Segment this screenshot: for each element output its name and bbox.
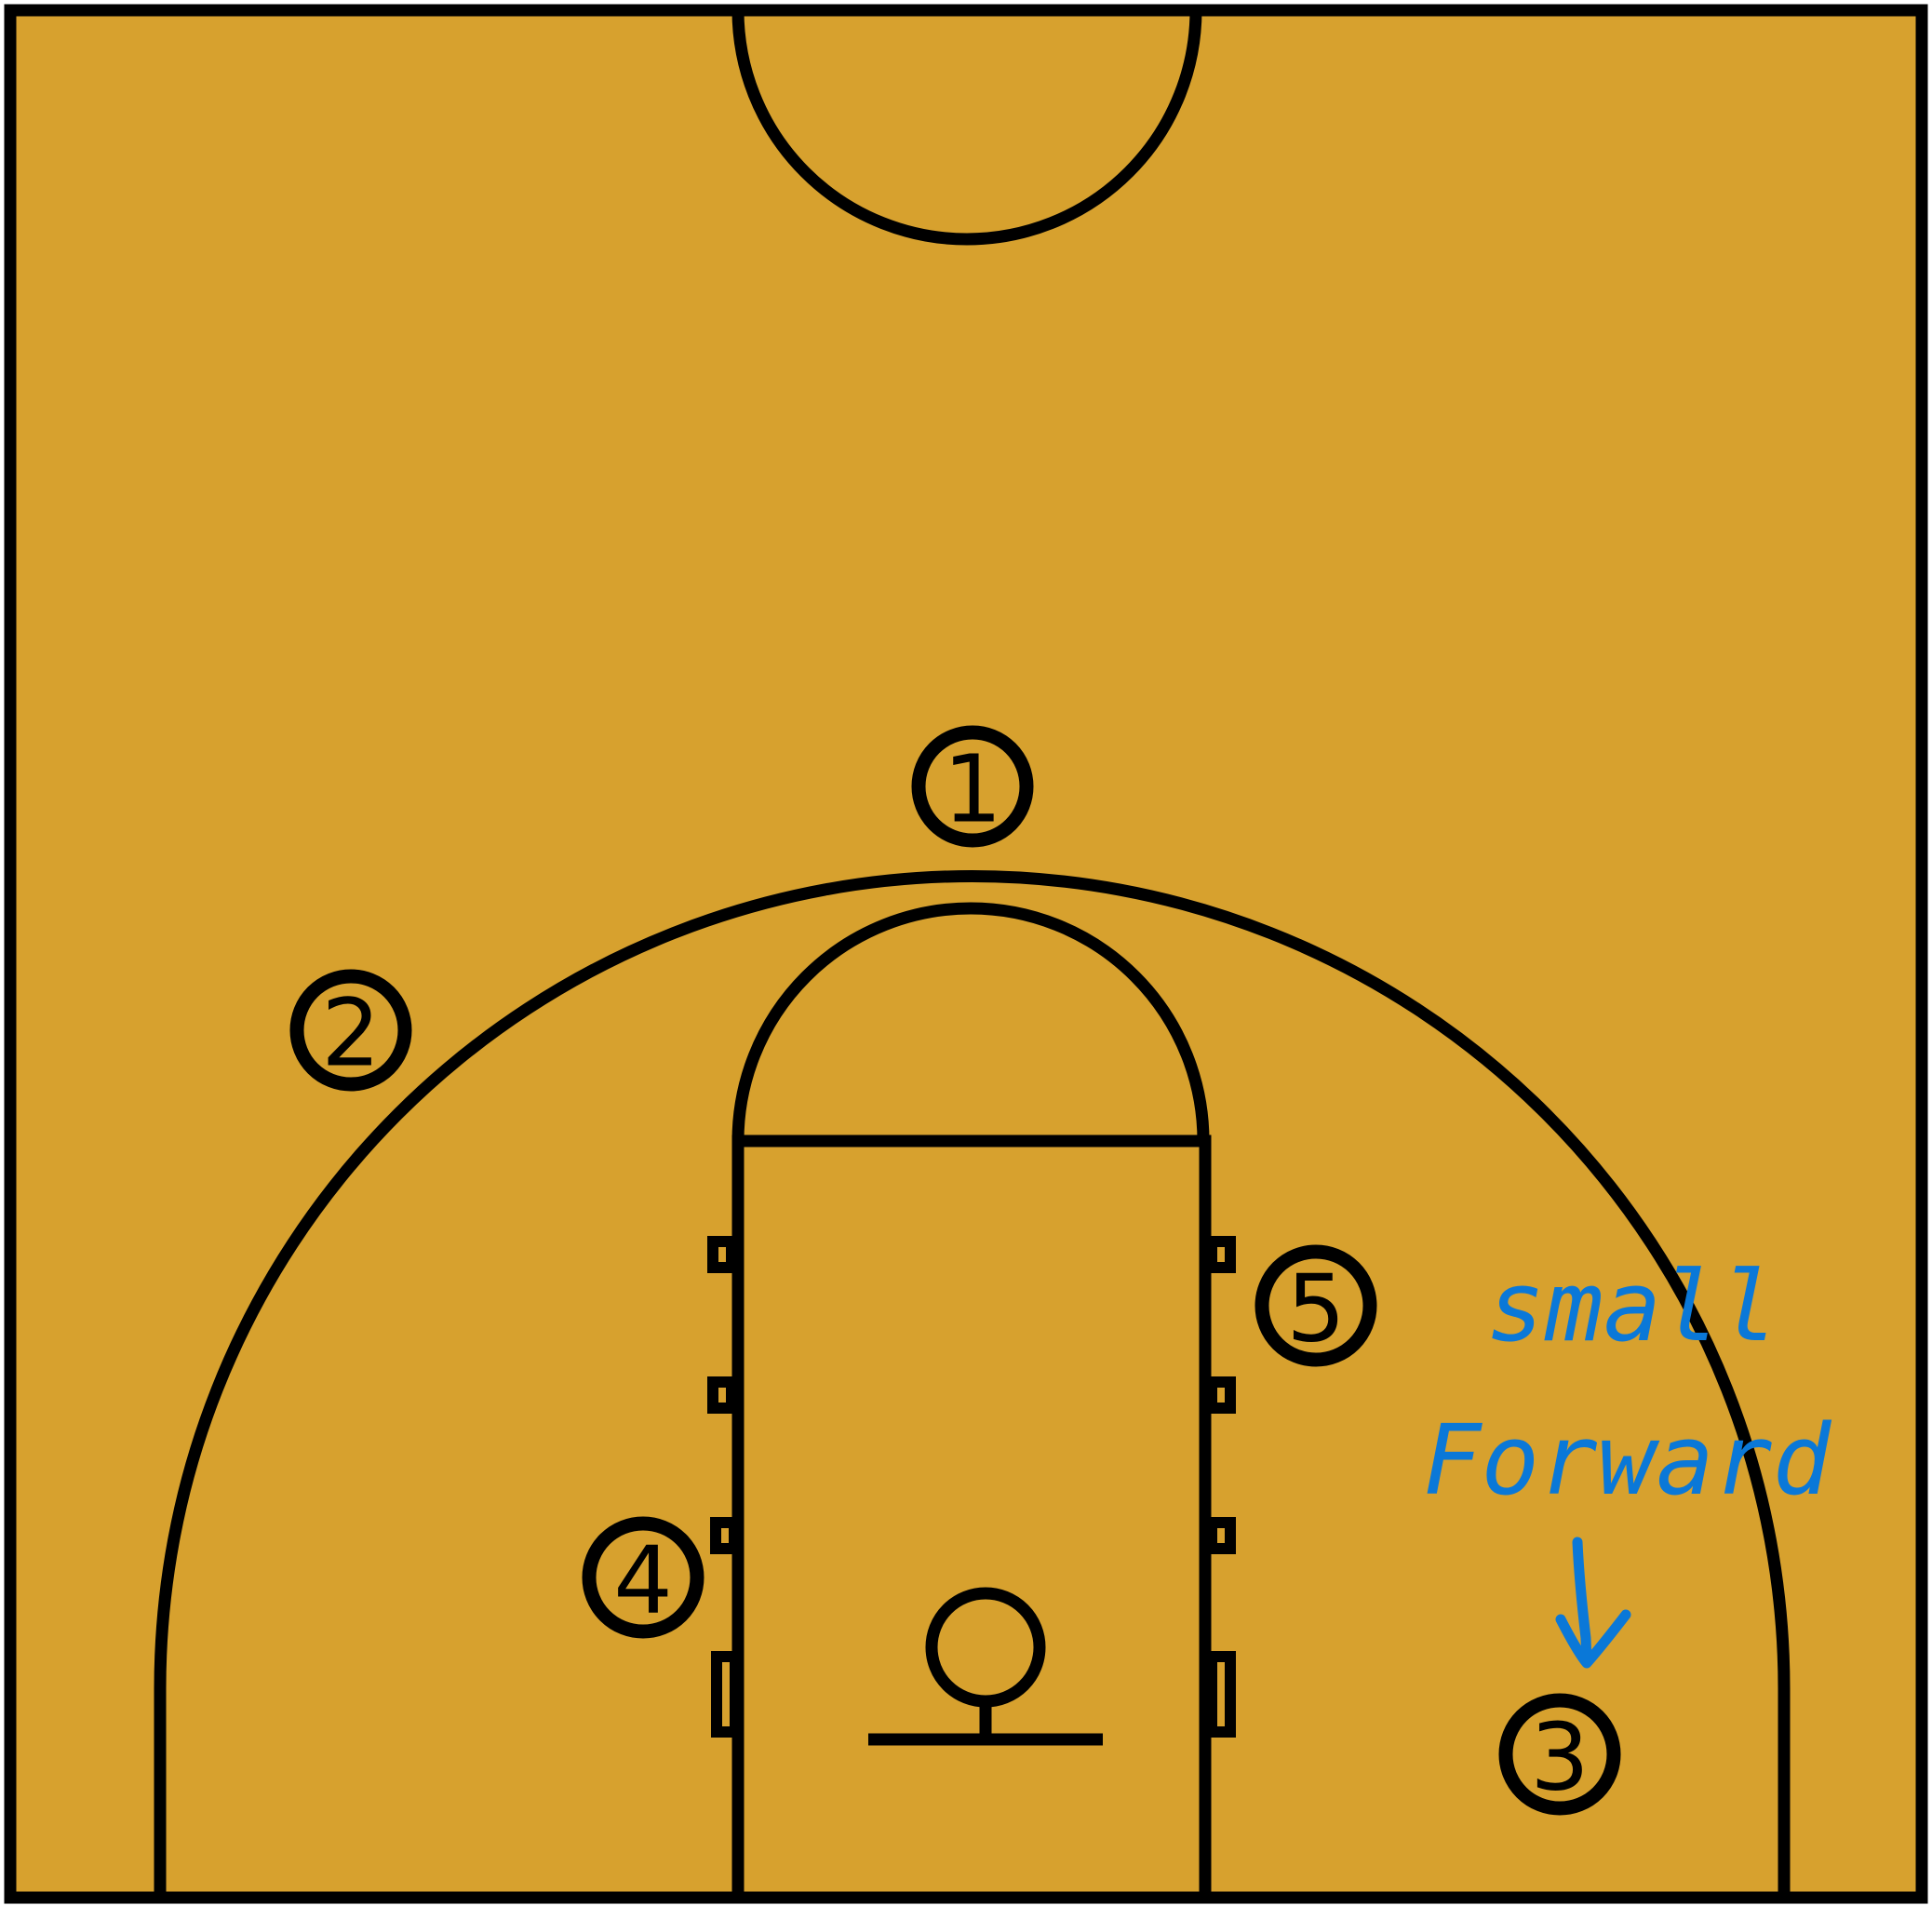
player: 1 — [911, 725, 1034, 848]
free-throw-circle — [731, 902, 1210, 1142]
center-circle — [731, 9, 1202, 246]
three-point-arc — [154, 870, 1791, 1689]
player-number: 5 — [1286, 1255, 1346, 1363]
annotation-arrow — [1555, 1537, 1631, 1669]
player: 2 — [289, 969, 412, 1092]
court-boundary — [4, 4, 1928, 1904]
annotation-text: Forward — [1423, 1403, 1832, 1517]
lane-block — [1206, 1236, 1236, 1273]
player-number: 4 — [613, 1526, 673, 1635]
player-number: 1 — [943, 735, 1002, 844]
lane-block — [1206, 1376, 1236, 1414]
annotation-text: small — [1486, 1250, 1778, 1363]
lane-block — [1206, 1517, 1236, 1554]
player: 5 — [1254, 1244, 1377, 1367]
court — [4, 4, 1928, 1904]
player-number: 3 — [1530, 1703, 1590, 1812]
lane-block — [707, 1236, 737, 1273]
lane-block — [710, 1517, 740, 1554]
player: 4 — [582, 1516, 704, 1639]
player: 3 — [1498, 1693, 1621, 1816]
lane-block — [1206, 1651, 1236, 1738]
player-number: 2 — [321, 979, 381, 1088]
lane-block — [707, 1376, 737, 1414]
lane-block — [711, 1651, 741, 1738]
